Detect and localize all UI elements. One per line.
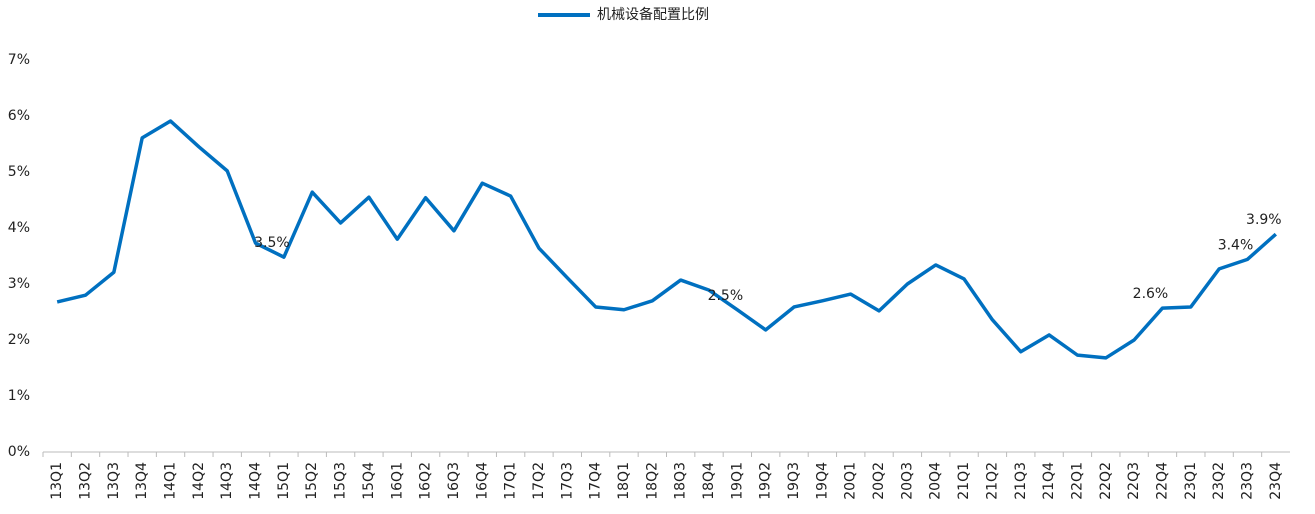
x-tick-label: 13Q4 (134, 462, 150, 500)
x-tick-label: 21Q1 (956, 462, 972, 500)
x-tick-label: 13Q2 (78, 462, 94, 500)
x-tick-label: 15Q3 (333, 462, 349, 500)
x-tick-label: 23Q1 (1183, 462, 1199, 500)
x-tick-label: 19Q1 (729, 462, 745, 500)
y-tick-label: 3% (8, 276, 30, 292)
x-tick-label: 18Q1 (616, 462, 632, 500)
x-tick-label: 18Q3 (673, 462, 689, 500)
x-tick-label: 15Q1 (276, 462, 292, 500)
data-label: 3.9% (1246, 212, 1282, 228)
x-tick-label: 16Q2 (418, 462, 434, 500)
x-tick-label: 15Q2 (304, 462, 320, 500)
x-tick-label: 22Q3 (1126, 462, 1142, 500)
legend-label: 机械设备配置比例 (597, 6, 709, 23)
x-tick-label: 21Q3 (1013, 462, 1029, 500)
x-tick-label: 20Q2 (871, 462, 887, 500)
x-tick-label: 13Q1 (49, 462, 65, 500)
x-tick-label: 14Q2 (191, 462, 207, 500)
x-tick-label: 16Q1 (389, 462, 405, 500)
x-tick-label: 21Q4 (1041, 462, 1057, 500)
x-tick-label: 17Q2 (531, 462, 547, 500)
x-tick-label: 17Q1 (503, 462, 519, 500)
data-label: 3.5% (254, 235, 290, 251)
x-tick-label: 13Q3 (106, 462, 122, 500)
x-tick-label: 15Q4 (361, 462, 377, 500)
y-tick-label: 5% (8, 164, 30, 180)
x-tick-label: 16Q4 (474, 462, 490, 500)
y-tick-label: 0% (8, 444, 30, 460)
x-tick-label: 20Q3 (899, 462, 915, 500)
x-tick-label: 23Q2 (1211, 462, 1227, 500)
x-tick-label: 16Q3 (446, 462, 462, 500)
y-tick-label: 6% (8, 108, 30, 124)
x-tick-label: 21Q2 (984, 462, 1000, 500)
x-tick-label: 22Q1 (1069, 462, 1085, 500)
x-tick-label: 20Q4 (928, 462, 944, 500)
data-label: 2.5% (708, 288, 744, 304)
x-tick-label: 22Q2 (1098, 462, 1114, 500)
y-tick-label: 1% (8, 388, 30, 404)
line (56, 119, 1277, 360)
x-tick-label: 14Q1 (163, 462, 179, 500)
x-tick-label: 17Q3 (559, 462, 575, 500)
x-tick-label: 22Q4 (1154, 462, 1170, 500)
x-tick-label: 19Q3 (786, 462, 802, 500)
x-tick-label: 18Q4 (701, 462, 717, 500)
x-tick-label: 18Q2 (644, 462, 660, 500)
x-tick-label: 14Q3 (219, 462, 235, 500)
x-tick-label: 19Q4 (814, 462, 830, 500)
y-tick-label: 7% (8, 52, 30, 68)
x-tick-label: 23Q4 (1268, 462, 1284, 500)
data-label: 3.4% (1218, 237, 1254, 253)
y-tick-label: 4% (8, 220, 30, 236)
x-tick-label: 20Q1 (843, 462, 859, 500)
x-tick-label: 14Q4 (248, 462, 264, 500)
y-tick-label: 2% (8, 332, 30, 348)
x-tick-label: 19Q2 (758, 462, 774, 500)
data-label: 2.6% (1133, 286, 1169, 302)
x-tick-label: 17Q4 (588, 462, 604, 500)
x-tick-label: 23Q3 (1239, 462, 1255, 500)
